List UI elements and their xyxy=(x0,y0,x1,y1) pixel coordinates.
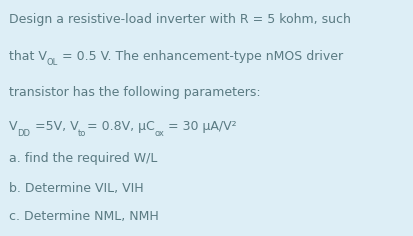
Text: a. find the required W/L: a. find the required W/L xyxy=(9,152,157,165)
Text: c. Determine NML, NMH: c. Determine NML, NMH xyxy=(9,210,159,223)
Text: = 0.5 V. The enhancement-type nMOS driver: = 0.5 V. The enhancement-type nMOS drive… xyxy=(58,50,343,63)
Text: to: to xyxy=(78,129,87,138)
Text: OL: OL xyxy=(47,58,58,67)
Text: = 0.8V, μC: = 0.8V, μC xyxy=(87,120,154,133)
Text: V: V xyxy=(9,120,18,133)
Text: ox: ox xyxy=(154,129,164,138)
Text: that V: that V xyxy=(9,50,47,63)
Text: transistor has the following parameters:: transistor has the following parameters: xyxy=(9,86,261,99)
Text: DD: DD xyxy=(18,129,31,138)
Text: =5V, V: =5V, V xyxy=(31,120,78,133)
Text: = 30 μA/V²: = 30 μA/V² xyxy=(164,120,237,133)
Text: b. Determine VIL, VIH: b. Determine VIL, VIH xyxy=(9,182,144,195)
Text: Design a resistive-load inverter with R = 5 kohm, such: Design a resistive-load inverter with R … xyxy=(9,13,351,26)
